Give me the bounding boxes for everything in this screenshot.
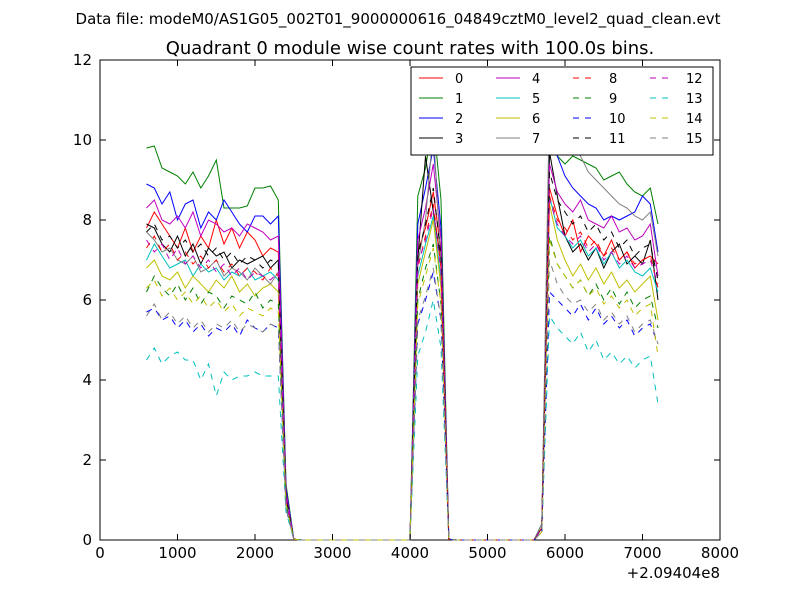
- x-tick-label: 4000: [391, 544, 429, 562]
- y-tick-label: 8: [82, 211, 92, 229]
- y-tick-label: 0: [82, 531, 92, 549]
- legend-frame: [410, 66, 714, 156]
- legend-label-7: 7: [532, 132, 540, 147]
- legend-label-3: 3: [455, 132, 463, 147]
- legend-label-9: 9: [609, 92, 617, 107]
- x-tick-label: 6000: [546, 544, 584, 562]
- legend-label-12: 12: [686, 72, 703, 87]
- x-tick-label: 7000: [623, 544, 661, 562]
- legend-label-4: 4: [532, 72, 540, 87]
- figure-suptitle: Data file: modeM0/AS1G05_002T01_90000006…: [76, 10, 721, 29]
- legend-label-8: 8: [609, 72, 617, 87]
- legend-label-5: 5: [532, 92, 540, 107]
- legend-label-13: 13: [686, 92, 703, 107]
- x-tick-label: 3000: [313, 544, 351, 562]
- chart-title: Quadrant 0 module wise count rates with …: [166, 38, 655, 59]
- legend-label-11: 11: [609, 132, 626, 147]
- y-tick-label: 6: [82, 291, 92, 309]
- x-tick-label: 8000: [701, 544, 739, 562]
- y-tick-label: 2: [82, 451, 92, 469]
- x-tick-label: 2000: [236, 544, 274, 562]
- series-layer: [146, 95, 659, 541]
- y-tick-label: 12: [73, 51, 92, 69]
- x-tick-label: 1000: [158, 544, 196, 562]
- legend-label-10: 10: [609, 112, 626, 127]
- series-line-14: [146, 239, 659, 541]
- x-tick-label: 0: [95, 544, 105, 562]
- y-tick-label: 10: [73, 131, 92, 149]
- legend-label-14: 14: [686, 112, 703, 127]
- legend-label-2: 2: [455, 112, 463, 127]
- x-offset-label: +2.09404e8: [627, 564, 720, 582]
- x-tick-label: 5000: [468, 544, 506, 562]
- legend-label-6: 6: [532, 112, 540, 127]
- legend-label-1: 1: [455, 92, 463, 107]
- axis-layer: 0 1000 2000 3000 4000 5000 6000 7000 80000246810…: [73, 51, 739, 562]
- legend-label-0: 0: [455, 72, 463, 87]
- legend-label-15: 15: [686, 132, 703, 147]
- y-tick-label: 4: [82, 371, 92, 389]
